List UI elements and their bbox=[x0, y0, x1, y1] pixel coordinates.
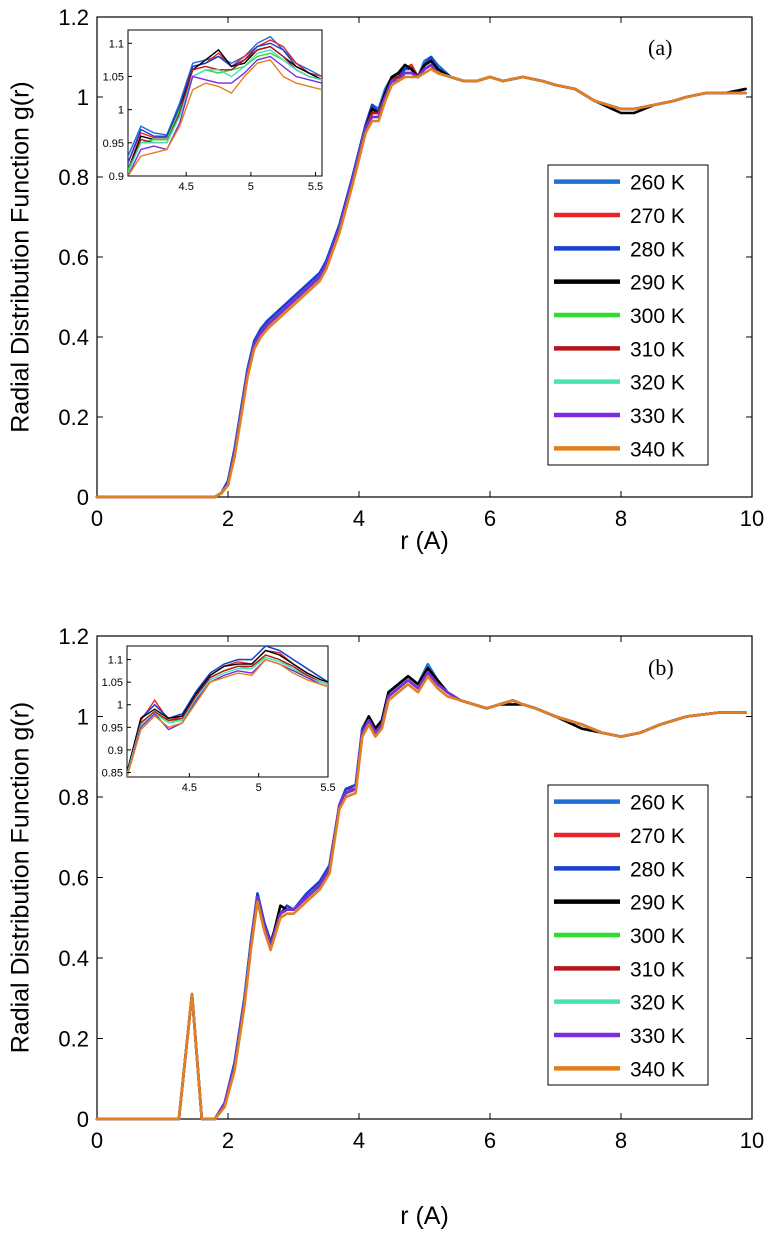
inset-y-tick-label: 0.95 bbox=[102, 722, 123, 734]
y-tick-label: 0.6 bbox=[58, 245, 89, 270]
inset-x-tick-label: 5 bbox=[256, 782, 262, 794]
x-tick-label: 2 bbox=[222, 1128, 234, 1153]
inset-frame bbox=[127, 29, 323, 177]
y-tick-label: 0.8 bbox=[58, 165, 89, 190]
inset-y-tick-label: 1.05 bbox=[102, 677, 123, 689]
inset-x-tick-label: 4.5 bbox=[179, 181, 194, 193]
legend-entry: 270 K bbox=[630, 825, 685, 848]
inset-x-tick-label: 4.5 bbox=[182, 782, 197, 794]
y-axis-label: Radial Distribution Function g(r) bbox=[7, 702, 35, 1054]
legend-entry: 260 K bbox=[630, 792, 685, 815]
inset-y-tick-label: 1 bbox=[117, 700, 123, 712]
legend-entry: 320 K bbox=[630, 372, 685, 395]
y-tick-label: 1 bbox=[77, 85, 89, 110]
y-tick-label: 1 bbox=[77, 705, 89, 730]
inset-x-tick-label: 5.5 bbox=[320, 782, 335, 794]
legend-entry: 290 K bbox=[630, 892, 685, 915]
legend-entry: 320 K bbox=[630, 992, 685, 1015]
y-tick-label: 1.2 bbox=[58, 5, 89, 30]
y-tick-label: 0.4 bbox=[58, 325, 89, 350]
series-line-340k bbox=[95, 67, 747, 499]
inset-series bbox=[128, 35, 322, 176]
inset-series bbox=[127, 646, 328, 777]
y-tick-label: 0.8 bbox=[58, 785, 89, 810]
panel-label: (a) bbox=[648, 35, 672, 60]
inset-y-tick-label: 0.9 bbox=[109, 171, 124, 183]
inset-line-330k bbox=[128, 55, 322, 176]
x-tick-label: 0 bbox=[91, 1128, 103, 1153]
inset-y-tick-label: 1.05 bbox=[103, 71, 124, 83]
x-tick-label: 4 bbox=[353, 506, 365, 531]
y-tick-label: 0 bbox=[77, 485, 89, 510]
inset-line-340k bbox=[128, 59, 322, 176]
legend-entry: 260 K bbox=[630, 172, 685, 195]
inset-plot: 4.5 5 5.5 0.85 0.9 0.95 1 1.05 1.1 bbox=[102, 645, 336, 794]
x-axis-label: r (A) bbox=[400, 1202, 449, 1230]
inset-line-280k bbox=[127, 646, 328, 773]
inset-line-320k bbox=[127, 656, 328, 775]
inset-line-310k bbox=[127, 654, 328, 775]
y-tick-label: 0.2 bbox=[58, 405, 89, 430]
legend-entry: 300 K bbox=[630, 925, 685, 948]
x-tick-label: 6 bbox=[484, 506, 496, 531]
legend-entry: 300 K bbox=[630, 305, 685, 328]
legend-entry: 340 K bbox=[630, 1058, 685, 1081]
x-tick-label: 8 bbox=[615, 506, 627, 531]
x-tick-label: 8 bbox=[615, 1128, 627, 1153]
y-tick-label: 0 bbox=[77, 1107, 89, 1132]
rdf-panel-a: 0 2 4 6 8 10 0 0.2 0.4 0.6 0.8 1 1.2 r (A) Radial Dist… bbox=[7, 5, 765, 555]
inset-line-320k bbox=[128, 49, 322, 173]
inset-y-tick-label: 0.85 bbox=[102, 767, 123, 779]
inset-y-tick-label: 0.95 bbox=[103, 138, 124, 150]
x-tick-label: 6 bbox=[484, 1128, 496, 1153]
inset-line-340k bbox=[127, 658, 328, 777]
legend-entry: 340 K bbox=[630, 438, 685, 461]
inset-y-tick-label: 1 bbox=[118, 105, 124, 117]
legend-entry: 310 K bbox=[630, 958, 685, 981]
inset-y-tick-label: 1.1 bbox=[109, 38, 124, 50]
inset-line-280k bbox=[128, 42, 322, 163]
legend: 260 K 270 K 280 K 290 K 300 K 310 K 320 K 330 K… bbox=[547, 784, 709, 1086]
inset-x-tick-label: 5.5 bbox=[308, 181, 323, 193]
rdf-panel-b: 0 2 4 6 8 10 0 0.2 0.4 0.6 0.8 1 1.2 r (A) Radial Dist… bbox=[7, 624, 765, 1230]
inset-y-tick-label: 0.9 bbox=[108, 745, 123, 757]
x-tick-label: 0 bbox=[91, 506, 103, 531]
legend-entry: 330 K bbox=[630, 1025, 685, 1048]
x-tick-label: 10 bbox=[740, 506, 764, 531]
legend-entry: 280 K bbox=[630, 238, 685, 261]
inset-y-tick-label: 1.1 bbox=[108, 655, 123, 667]
legend-entry: 330 K bbox=[630, 405, 685, 428]
inset-line-290k bbox=[127, 649, 328, 773]
x-axis-label: r (A) bbox=[400, 527, 449, 555]
inset-x-tick-label: 5 bbox=[248, 181, 254, 193]
legend-entry: 310 K bbox=[630, 338, 685, 361]
panel-label: (b) bbox=[648, 655, 674, 680]
y-axis-label: Radial Distribution Function g(r) bbox=[7, 81, 35, 433]
legend: 260 K 270 K 280 K 290 K 300 K 310 K 320 K 330 K… bbox=[547, 164, 709, 466]
legend-entry: 290 K bbox=[630, 272, 685, 295]
legend-entry: 280 K bbox=[630, 858, 685, 881]
inset-line-270k bbox=[128, 39, 322, 163]
x-tick-label: 4 bbox=[353, 1128, 365, 1153]
y-tick-label: 1.2 bbox=[58, 624, 89, 649]
legend-entry: 270 K bbox=[630, 205, 685, 228]
inset-plot: 4.5 5 5.5 0.9 0.95 1 1.05 1.1 bbox=[103, 29, 323, 193]
y-tick-label: 0.6 bbox=[58, 866, 89, 891]
x-tick-label: 10 bbox=[740, 1128, 764, 1153]
y-tick-label: 0.2 bbox=[58, 1027, 89, 1052]
y-tick-label: 0.4 bbox=[58, 946, 89, 971]
series-line-340k bbox=[95, 674, 747, 1121]
x-tick-label: 2 bbox=[222, 506, 234, 531]
